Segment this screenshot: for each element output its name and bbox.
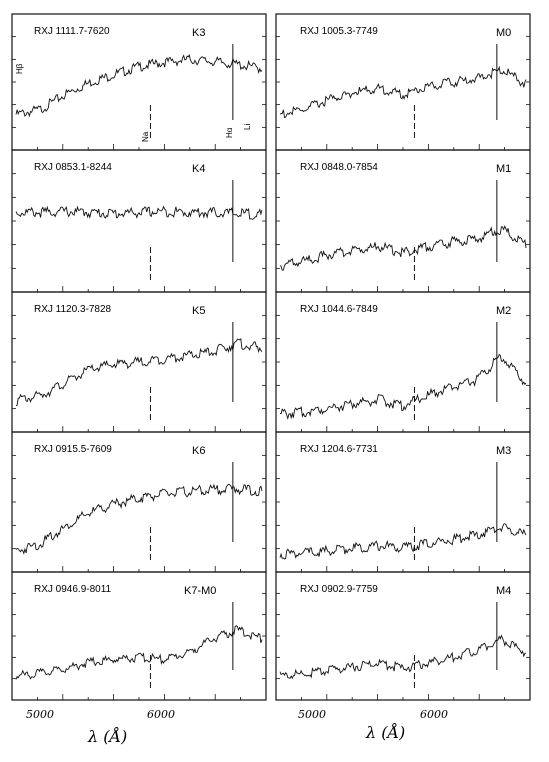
spectrum-line [279,65,527,119]
line-annotation: Na [141,131,150,142]
spectrum-line [15,625,263,680]
spectral-type-label: K7-M0 [184,585,216,597]
spectrum-panel-2: RXJ 1120.3-7828 K5 [11,291,267,433]
spectrum-panel-8: RXJ 1204.6-7731 M3 [275,431,531,573]
tick-label-right-5000: 5000 [298,708,326,721]
star-label: RXJ 0848.0-7854 [300,162,378,173]
spectrum-panel-0: RXJ 1111.7-7620 K3 Hβ Na Hα Li [11,13,267,151]
spectral-type-label: M2 [496,305,511,317]
spectral-type-label: M1 [496,163,511,175]
spectrum-panel-9: RXJ 0902.9-7759 M4 [275,571,531,701]
spectral-type-label: K4 [192,163,205,175]
spectrum-line [279,225,527,271]
star-label: RXJ 1120.3-7828 [34,304,112,315]
tick-label-right-6000: 6000 [420,708,448,721]
panels-group: RXJ 1111.7-7620 K3 Hβ Na Hα Li RXJ 0853.1-8244… [11,13,531,701]
line-annotation: Hβ [15,63,24,74]
spectrum-line [15,205,263,220]
spectrum-line [15,338,263,407]
spectral-type-label: M0 [496,27,511,39]
spectrum-panel-3: RXJ 0915.5-7609 K6 [11,431,267,573]
star-label: RXJ 0902.9-7759 [300,584,378,595]
spectral-type-label: M4 [496,585,511,597]
spectral-type-label: M3 [496,445,511,457]
spectrum-panel-1: RXJ 0853.1-8244 K4 [11,149,267,293]
spectrum-line [280,353,527,421]
star-label: RXJ 1111.7-7620 [34,26,110,37]
spectrum-line [15,483,263,555]
star-label: RXJ 1005.3-7749 [300,26,378,37]
spectrum-panel-7: RXJ 1044.6-7849 M2 [275,291,531,433]
spectrum-panel-4: RXJ 0946.9-8011 K7-M0 [11,571,267,701]
star-label: RXJ 1204.6-7731 [300,444,378,455]
spectrum-panel-6: RXJ 0848.0-7854 M1 [275,149,531,293]
spectral-type-label: K5 [192,305,205,317]
spectrum-panel-5: RXJ 1005.3-7749 M0 [275,13,531,151]
tick-label-left-5000: 5000 [26,708,54,721]
tick-label-left-6000: 6000 [147,708,175,721]
line-annotation: Hα [225,127,234,138]
line-annotation: Li [243,124,252,130]
x-axis-label-right: λ (Å) [365,722,405,742]
spectrum-line [279,634,527,680]
spectral-type-label: K6 [192,445,205,457]
spectral-type-label: K3 [192,27,205,39]
star-label: RXJ 0853.1-8244 [34,162,112,173]
spectrum-line [15,53,263,118]
bottom-axis-group: 5000 6000 5000 6000 λ (Å) λ (Å) [26,708,448,746]
star-label: RXJ 1044.6-7849 [300,304,378,315]
star-label: RXJ 0946.9-8011 [34,584,112,595]
x-axis-label-left: λ (Å) [87,726,127,746]
star-label: RXJ 0915.5-7609 [34,444,112,455]
spectrum-line [279,523,527,560]
